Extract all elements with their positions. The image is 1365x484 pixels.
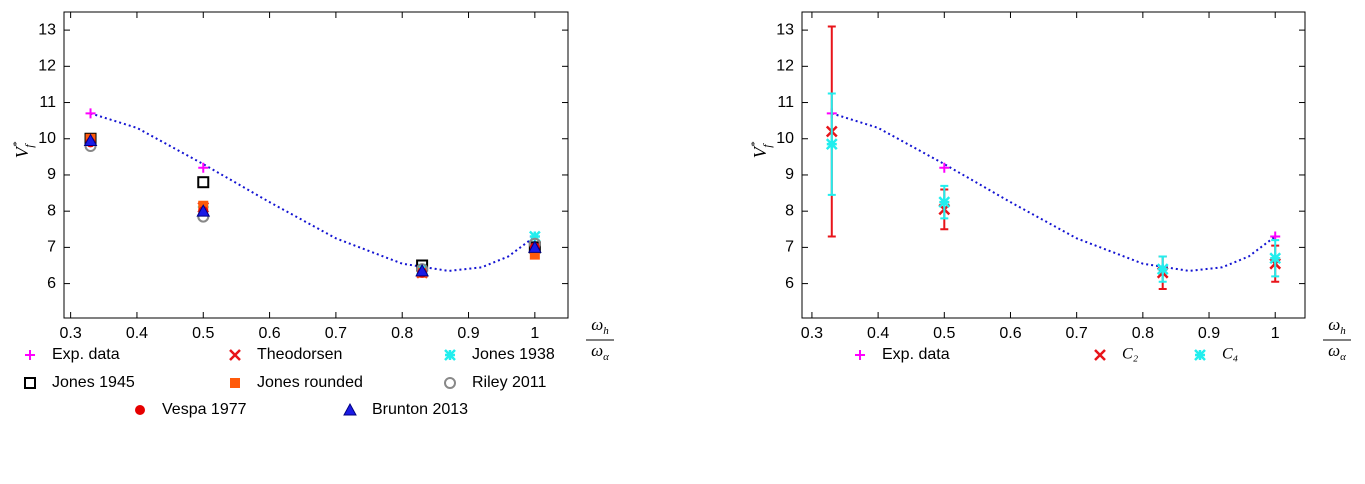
legend-label: Theodorsen [257, 346, 342, 363]
x-tick-label: 0.7 [325, 325, 347, 342]
marker [197, 176, 210, 189]
marker [1156, 263, 1169, 275]
legend-label: C₂ [1122, 346, 1139, 363]
legend-marker [135, 405, 145, 415]
plot-frame [63, 11, 569, 319]
legend-marker [24, 377, 36, 389]
x-tick-label: 0.8 [391, 325, 413, 342]
y-tick-label: 12 [38, 58, 56, 75]
x-tick-label: 0.9 [1198, 325, 1220, 342]
x-tick-label: 1 [1271, 325, 1280, 342]
y-tick-label: 6 [785, 275, 794, 292]
marker [1269, 252, 1282, 265]
marker [196, 204, 211, 217]
x-label-num-sub: h [603, 325, 609, 337]
legend-label: Vespa 1977 [162, 401, 247, 418]
y-label-main: V [12, 145, 32, 158]
x-tick-label: 0.5 [933, 325, 955, 342]
y-tick-label: 9 [47, 166, 56, 183]
legend-marker [229, 349, 241, 361]
x-label-den: ωα [591, 341, 609, 363]
marker [529, 249, 540, 260]
legend-marker [343, 402, 357, 416]
y-tick-label: 8 [785, 202, 794, 219]
legend-marker [1194, 349, 1206, 361]
legend-label: C₄ [1222, 346, 1238, 363]
x-tick-label: 0.3 [60, 325, 82, 342]
x-label-num-main: ω [1328, 315, 1340, 334]
x-tick-label: 0.8 [1132, 325, 1154, 342]
x-tick-label: 0.4 [867, 325, 889, 342]
legend-marker [230, 378, 240, 388]
x-tick-label: 0.9 [457, 325, 479, 342]
y-tick-label: 7 [785, 239, 794, 256]
x-tick-label: 0.6 [258, 325, 280, 342]
x-label-den-sub: α [603, 351, 609, 363]
x-label-num-sub: h [1340, 325, 1346, 337]
marker [825, 138, 838, 151]
y-label-sub: f [22, 143, 36, 148]
legend-marker [444, 377, 456, 389]
plot-frame [801, 11, 1306, 319]
legend-label: Exp. data [882, 346, 950, 363]
marker [528, 230, 541, 243]
y-tick-label: 10 [776, 130, 794, 147]
x-label-den: ωα [1328, 341, 1346, 363]
x-label-num: ωh [591, 315, 609, 337]
x-label-den-main: ω [591, 341, 603, 360]
marker [198, 162, 209, 173]
x-tick-label: 0.5 [192, 325, 214, 342]
legend-marker [855, 350, 865, 360]
legend-label: Brunton 2013 [372, 401, 468, 418]
legend-label: Exp. data [52, 346, 120, 363]
x-label-den-main: ω [1328, 341, 1340, 360]
x-label-num: ωh [1328, 315, 1346, 337]
legend-marker [1094, 349, 1106, 361]
y-tick-label: 7 [47, 239, 56, 256]
x-tick-label: 0.4 [126, 325, 148, 342]
x-tick-label: 0.7 [1066, 325, 1088, 342]
fit-curve [831, 112, 1276, 272]
x-label-num-main: ω [591, 315, 603, 334]
x-label-den-sub: α [1340, 351, 1346, 363]
x-tick-label: 0.3 [801, 325, 823, 342]
legend-label: Jones rounded [257, 374, 363, 391]
y-label-main: V [750, 145, 770, 158]
legend-label: Jones 1938 [472, 346, 555, 363]
y-label-sup: * [749, 141, 761, 147]
y-tick-label: 10 [38, 130, 56, 147]
y-tick-label: 8 [47, 202, 56, 219]
marker [527, 240, 542, 253]
y-tick-label: 11 [39, 94, 56, 111]
y-tick-label: 9 [785, 166, 794, 183]
y-tick-label: 12 [776, 58, 794, 75]
y-tick-label: 11 [777, 94, 794, 111]
fit-curve [90, 112, 536, 272]
legend-label: Riley 2011 [472, 374, 547, 391]
y-label-sub: f [760, 143, 774, 148]
marker [939, 162, 950, 173]
x-tick-label: 1 [530, 325, 539, 342]
y-axis-label: V*f [11, 141, 36, 158]
legend-label: Jones 1945 [52, 374, 135, 391]
y-tick-label: 6 [47, 275, 56, 292]
y-tick-label: 13 [38, 21, 56, 38]
y-label-sup: * [11, 141, 23, 147]
marker [85, 108, 96, 119]
y-tick-label: 13 [776, 21, 794, 38]
legend-marker [25, 350, 35, 360]
x-tick-label: 0.6 [999, 325, 1021, 342]
y-axis-label: V*f [749, 141, 774, 158]
marker [83, 133, 98, 147]
legend-marker [444, 349, 456, 361]
marker [938, 196, 951, 209]
marker [415, 263, 429, 277]
